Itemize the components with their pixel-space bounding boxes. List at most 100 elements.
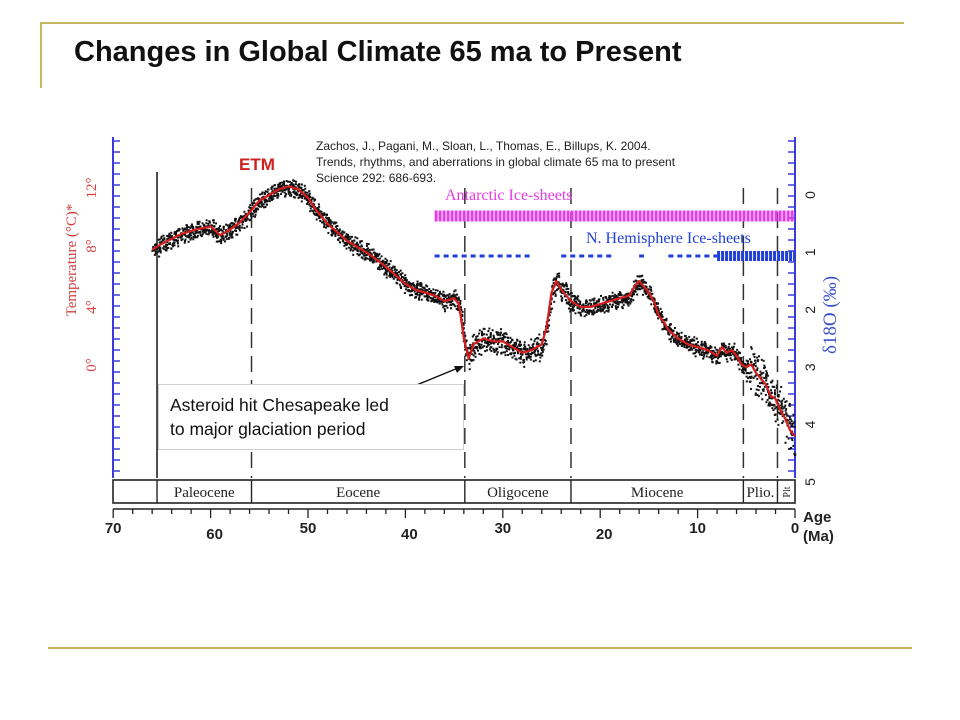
- data-point: [346, 236, 349, 239]
- data-point: [383, 267, 386, 270]
- data-point: [283, 188, 286, 191]
- data-point: [417, 291, 420, 294]
- data-point: [410, 293, 413, 296]
- data-point: [465, 339, 468, 342]
- data-point: [647, 296, 650, 299]
- data-point: [728, 354, 731, 357]
- data-point: [285, 180, 288, 183]
- data-point: [792, 422, 795, 425]
- data-point: [675, 331, 678, 334]
- data-point: [354, 243, 357, 246]
- data-point: [638, 287, 641, 290]
- data-point: [545, 343, 548, 346]
- data-point: [627, 301, 630, 304]
- data-point: [259, 200, 262, 203]
- data-point: [255, 210, 258, 213]
- data-point: [527, 352, 530, 355]
- data-point: [513, 343, 516, 346]
- data-point: [364, 254, 367, 257]
- data-point: [496, 332, 499, 335]
- data-point: [328, 222, 331, 225]
- data-point: [229, 234, 232, 237]
- data-point: [531, 343, 534, 346]
- data-point: [298, 186, 301, 189]
- data-point: [570, 292, 573, 295]
- data-point: [444, 294, 447, 297]
- data-point: [636, 288, 639, 291]
- data-point: [767, 404, 770, 407]
- data-point: [619, 292, 622, 295]
- data-point: [616, 300, 619, 303]
- data-point: [736, 354, 739, 357]
- data-point: [227, 237, 230, 240]
- data-point: [768, 395, 771, 398]
- data-point: [653, 298, 656, 301]
- data-point: [354, 247, 357, 250]
- data-point: [758, 385, 761, 388]
- data-point: [412, 283, 415, 286]
- data-point: [532, 360, 535, 363]
- data-point: [627, 297, 630, 300]
- data-point: [597, 309, 600, 312]
- data-point: [677, 344, 680, 347]
- data-point: [349, 237, 352, 240]
- data-point: [596, 308, 599, 311]
- data-point: [728, 343, 731, 346]
- data-point: [251, 212, 254, 215]
- data-point: [174, 234, 177, 237]
- data-point: [765, 370, 768, 373]
- data-point: [157, 238, 160, 241]
- data-point: [488, 343, 491, 346]
- data-point: [192, 226, 195, 229]
- data-point: [766, 399, 769, 402]
- data-point: [325, 216, 328, 219]
- data-point: [617, 292, 620, 295]
- data-point: [266, 191, 269, 194]
- data-point: [748, 358, 751, 361]
- data-point: [554, 290, 557, 293]
- annotation-text: Asteroid hit Chesapeake led to major gla…: [170, 393, 389, 441]
- data-point: [690, 346, 693, 349]
- data-point: [515, 358, 518, 361]
- data-point: [499, 332, 502, 335]
- data-point: [203, 231, 206, 234]
- data-point: [489, 342, 492, 345]
- data-point: [780, 385, 783, 388]
- data-point: [367, 243, 370, 246]
- data-point: [229, 230, 232, 233]
- data-point: [555, 277, 558, 280]
- data-point: [558, 275, 561, 278]
- data-point: [256, 203, 259, 206]
- data-point: [505, 333, 508, 336]
- data-point: [251, 204, 254, 207]
- data-point: [174, 232, 177, 235]
- data-point: [454, 305, 457, 308]
- data-point: [307, 194, 310, 197]
- data-point: [659, 307, 662, 310]
- data-point: [511, 339, 514, 342]
- data-point: [480, 331, 483, 334]
- data-point: [391, 269, 394, 272]
- data-point: [308, 203, 311, 206]
- data-point: [160, 235, 163, 238]
- data-point: [524, 345, 527, 348]
- data-point: [186, 225, 189, 228]
- data-point: [495, 349, 498, 352]
- data-point: [778, 399, 781, 402]
- data-point: [763, 367, 766, 370]
- data-point: [607, 310, 610, 313]
- data-point: [605, 297, 608, 300]
- data-point: [523, 341, 526, 344]
- data-point: [790, 420, 793, 423]
- x-axis-title-unit: (Ma): [803, 528, 834, 545]
- data-point: [467, 352, 470, 355]
- data-point: [703, 340, 706, 343]
- data-point: [743, 363, 746, 366]
- annotation-arrow-head: [454, 366, 464, 373]
- data-point: [510, 352, 513, 355]
- data-point: [383, 263, 386, 266]
- data-point: [555, 275, 558, 278]
- data-point: [791, 439, 794, 442]
- data-point: [405, 279, 408, 282]
- data-point: [177, 239, 180, 242]
